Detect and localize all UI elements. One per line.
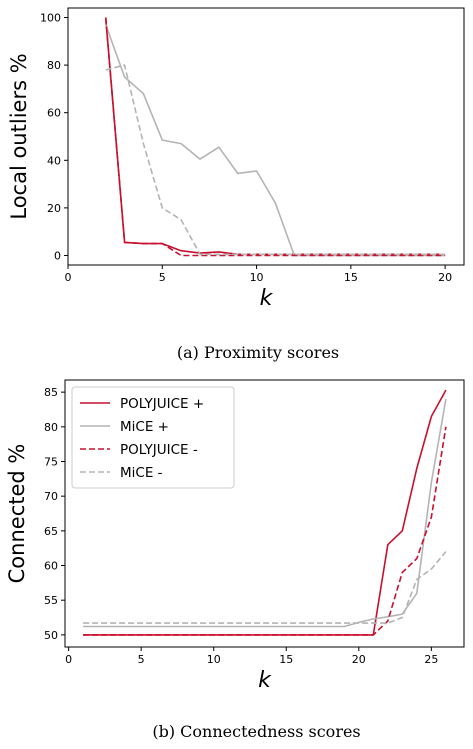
x-tick-label: 25 [424, 653, 438, 666]
y-tick-label: 60 [44, 560, 58, 573]
x-tick-label: 5 [159, 271, 166, 284]
series-line-0 [104, 17, 446, 256]
x-axis-label: k [258, 668, 272, 693]
plot-frame [64, 379, 465, 648]
series-line-2 [104, 17, 446, 257]
x-axis-label: k [260, 286, 274, 311]
y-tick-label: 75 [44, 455, 58, 468]
x-tick-label: 15 [344, 271, 358, 284]
y-tick-label: 20 [47, 202, 61, 215]
legend-label: MiCE - [120, 465, 163, 481]
x-tick-label: 10 [207, 653, 221, 666]
y-tick-label: 80 [47, 59, 61, 72]
caption: (a) Proximity scores [177, 343, 339, 362]
y-tick-label: 40 [47, 154, 61, 167]
ticks-layer: 0 5 10 15 20 25 50 55 60 65 70 75 80 85 [44, 386, 438, 666]
y-tick-label: 70 [44, 490, 58, 503]
y-tick-label: 65 [44, 525, 58, 538]
legend-label: MiCE + [120, 419, 169, 435]
connectedness-chart: 0 5 10 15 20 25 50 55 60 65 70 75 80 85 Connected % k… [5, 379, 465, 741]
legend-label: POLYJUICE + [120, 396, 204, 412]
y-tick-label: 60 [47, 107, 61, 120]
caption: (b) Connectedness scores [152, 722, 360, 741]
y-tick-label: 0 [54, 249, 61, 262]
x-tick-label: 20 [352, 653, 366, 666]
y-axis-label: Local outliers % [7, 53, 31, 219]
y-tick-label: 50 [44, 629, 58, 642]
series-layer [83, 389, 447, 636]
plot-frame [67, 7, 465, 266]
y-tick-label: 100 [40, 12, 61, 25]
x-tick-label: 15 [279, 653, 293, 666]
series-layer [104, 17, 446, 257]
legend-box [71, 386, 235, 489]
ticks-layer: 0 5 10 15 20 0 20 40 60 80 100 [40, 12, 452, 284]
legend-label: POLYJUICE - [120, 442, 198, 458]
x-tick-label: 20 [438, 271, 452, 284]
y-tick-label: 85 [44, 386, 58, 399]
x-tick-label: 5 [138, 653, 145, 666]
y-axis-label: Connected % [5, 444, 29, 584]
y-tick-label: 55 [44, 594, 58, 607]
x-tick-label: 0 [65, 271, 72, 284]
series-line-3 [83, 551, 447, 624]
series-line-3 [105, 64, 446, 256]
legend: POLYJUICE + MiCE + POLYJUICE - MiCE - [71, 386, 235, 489]
y-tick-label: 80 [44, 421, 58, 434]
series-line-1 [104, 24, 446, 257]
series-line-1 [83, 398, 447, 628]
series-line-2 [83, 426, 447, 636]
x-tick-label: 0 [65, 653, 72, 666]
x-tick-label: 10 [250, 271, 264, 284]
